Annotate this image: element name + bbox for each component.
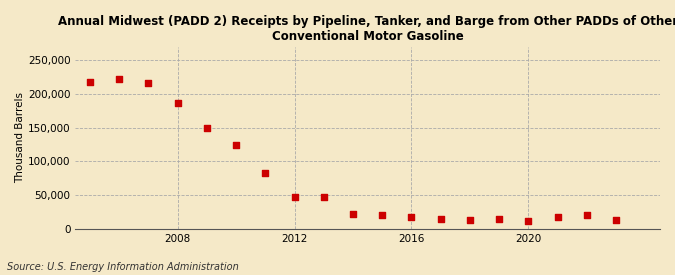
Point	[581, 213, 592, 217]
Point	[611, 218, 622, 222]
Point	[523, 219, 534, 223]
Point	[348, 212, 358, 216]
Point	[406, 215, 417, 219]
Point	[231, 142, 242, 147]
Text: Source: U.S. Energy Information Administration: Source: U.S. Energy Information Administ…	[7, 262, 238, 272]
Point	[494, 216, 505, 221]
Point	[552, 214, 563, 219]
Point	[435, 216, 446, 221]
Point	[377, 213, 387, 217]
Point	[319, 195, 329, 199]
Point	[464, 218, 475, 222]
Y-axis label: Thousand Barrels: Thousand Barrels	[15, 92, 25, 183]
Title: Annual Midwest (PADD 2) Receipts by Pipeline, Tanker, and Barge from Other PADDs: Annual Midwest (PADD 2) Receipts by Pipe…	[57, 15, 675, 43]
Point	[113, 76, 124, 81]
Point	[260, 170, 271, 175]
Point	[289, 195, 300, 199]
Point	[84, 80, 95, 84]
Point	[172, 101, 183, 106]
Point	[201, 126, 212, 131]
Point	[143, 81, 154, 86]
